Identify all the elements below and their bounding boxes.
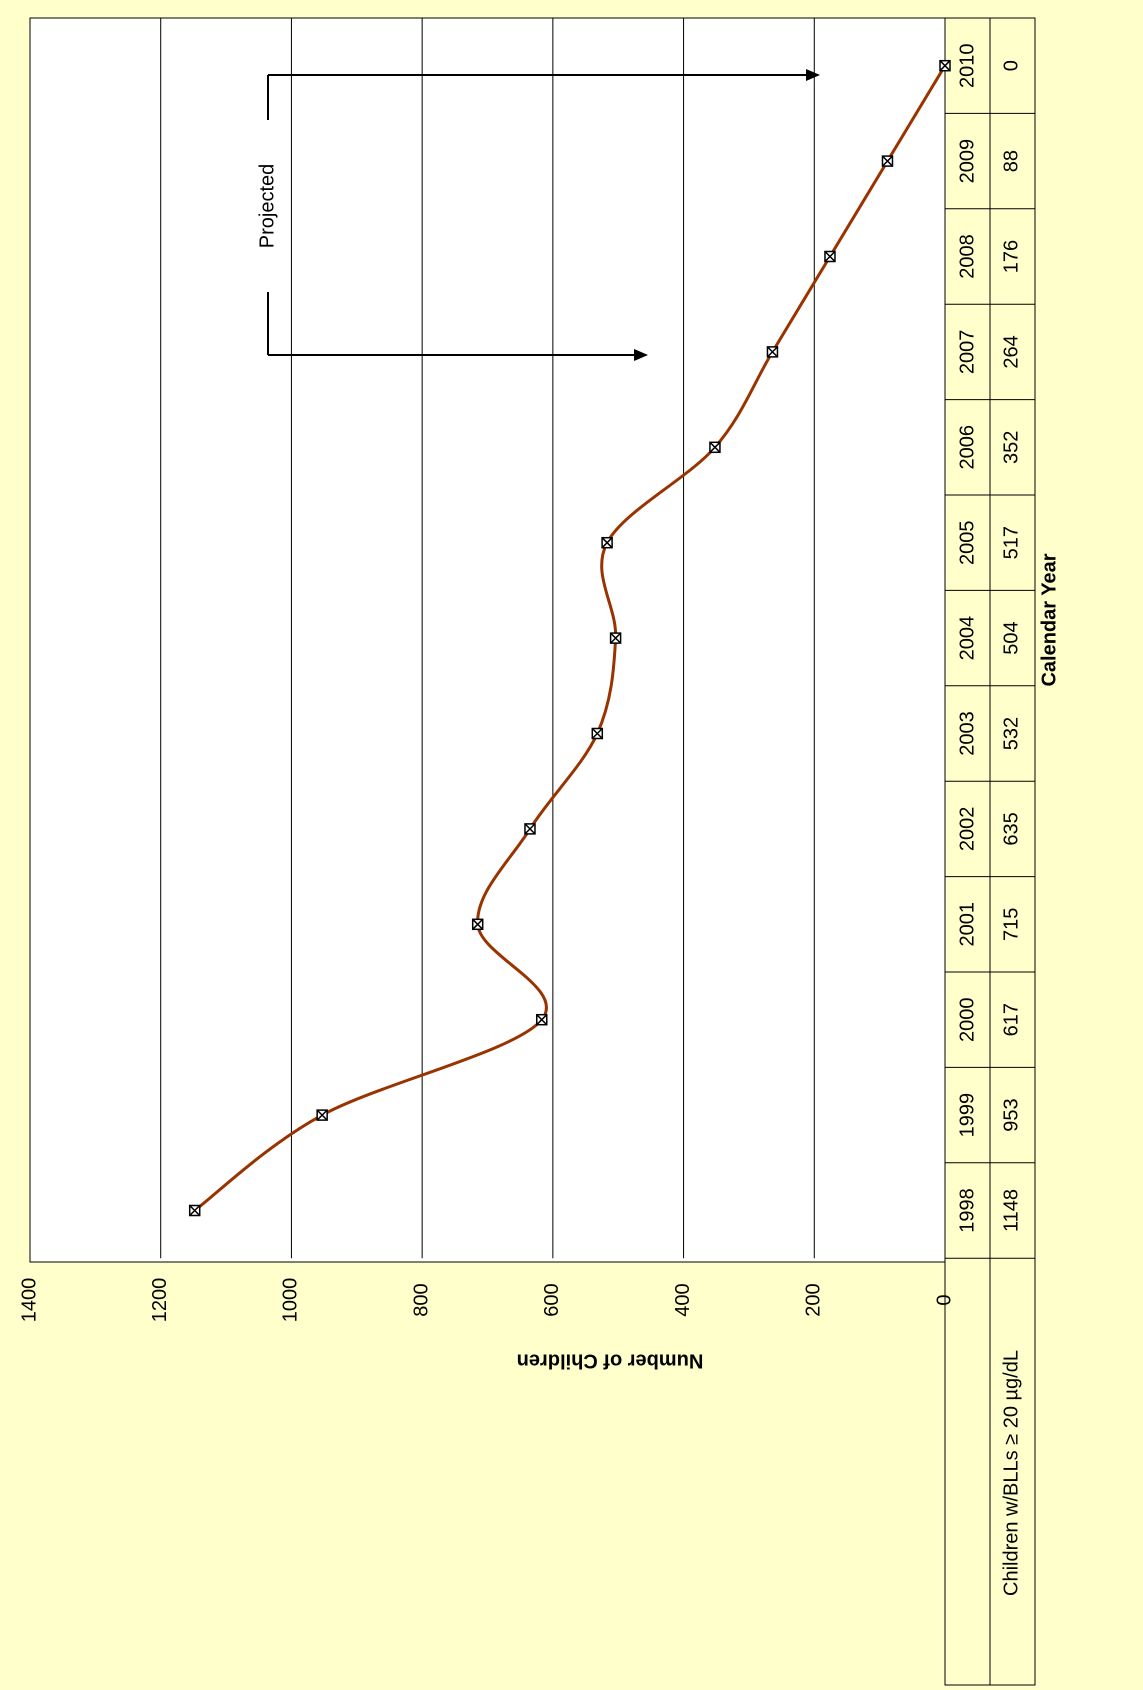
table-value: 0 <box>1000 60 1022 71</box>
y-tick-label: 1000 <box>280 1278 302 1323</box>
marker <box>709 441 721 454</box>
y-tick-label: 400 <box>672 1283 694 1316</box>
arrow-head <box>806 69 820 81</box>
x-tick-label: 2002 <box>956 807 978 852</box>
y-tick-label: 600 <box>541 1283 563 1316</box>
plot-area <box>29 17 946 1263</box>
x-tick-label: 1998 <box>956 1188 978 1233</box>
table-value: 176 <box>1000 240 1022 273</box>
table-value: 1148 <box>1000 1189 1022 1232</box>
x-tick-label: 2005 <box>956 520 978 565</box>
line <box>193 64 947 1212</box>
table-value: 617 <box>1000 1003 1022 1036</box>
table-value: 635 <box>1000 812 1022 845</box>
table-value: 532 <box>1000 717 1022 750</box>
y-tick-label: 0 <box>933 1294 955 1305</box>
x-tick-label: 2006 <box>956 425 978 470</box>
x-axis-title: Calendar Year <box>1038 553 1060 686</box>
x-tick-label: 2000 <box>956 997 978 1041</box>
table-value: 715 <box>1000 908 1022 941</box>
x-tick-label: 2009 <box>956 139 978 184</box>
marker <box>524 823 536 835</box>
y-tick-label: 1200 <box>149 1278 171 1323</box>
marker <box>471 918 484 931</box>
x-tick-label: 2004 <box>956 616 978 661</box>
table-value: 88 <box>1000 150 1022 172</box>
y-tick-label: 1400 <box>18 1278 40 1323</box>
table-value: 517 <box>1000 526 1022 559</box>
table-value: 352 <box>1000 431 1022 464</box>
marker <box>881 155 894 167</box>
marker <box>316 1109 328 1121</box>
y-tick-label: 800 <box>410 1283 432 1316</box>
x-tick-label: 2007 <box>956 330 978 375</box>
x-tick-label: 2010 <box>956 43 978 88</box>
table-value: 504 <box>1000 621 1022 654</box>
x-tick-label: 2003 <box>956 711 978 756</box>
annotation: Projected <box>256 164 278 249</box>
marker <box>824 250 836 263</box>
x-tick-label: 2001 <box>956 902 978 947</box>
y-tick-label: 200 <box>803 1283 825 1316</box>
y-axis-title: Number of Children <box>517 1350 704 1372</box>
x-tick-label: 2008 <box>956 234 978 279</box>
marker <box>591 727 604 740</box>
marker <box>766 346 779 358</box>
projection-bracket <box>267 74 808 356</box>
legend-label: Children w/BLLs ≥ 20 µg/dL <box>1000 1350 1022 1596</box>
marker <box>188 1204 201 1217</box>
table-value: 953 <box>1000 1098 1022 1131</box>
table-value: 264 <box>1000 335 1022 368</box>
marker <box>609 632 622 644</box>
x-tick-label: 1999 <box>956 1093 978 1138</box>
arrow-head <box>634 349 648 361</box>
marker <box>939 59 951 72</box>
marker <box>535 1013 548 1026</box>
marker <box>601 536 613 549</box>
